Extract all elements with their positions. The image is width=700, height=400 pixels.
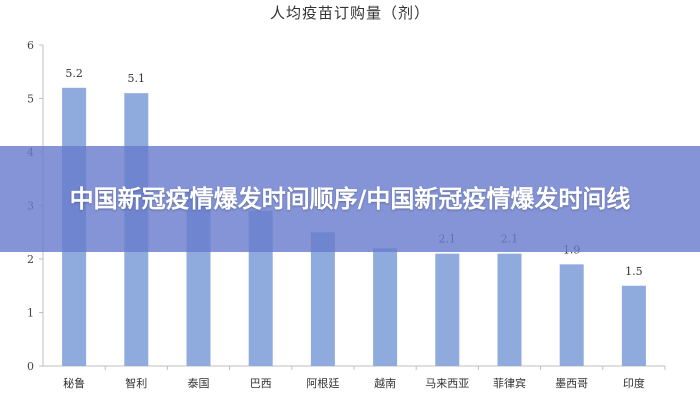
y-tick-label: 6 [27, 39, 34, 52]
data-label: 5.2 [65, 67, 83, 80]
y-tick-label: 5 [27, 93, 34, 106]
x-tick-label: 阿根廷 [306, 376, 339, 390]
x-tick-label: 智利 [125, 376, 147, 390]
bar [373, 248, 398, 366]
x-tick-label: 马来西亚 [425, 377, 469, 390]
y-tick-label: 0 [27, 360, 34, 373]
x-tick-label: 菲律宾 [493, 376, 526, 390]
bar [559, 264, 584, 366]
bar [310, 232, 335, 366]
banner-title: 中国新冠疫情爆发时间顺序/中国新冠疫情爆发时间线 [69, 185, 631, 213]
y-tick-label: 2 [27, 253, 34, 266]
y-tick-label: 1 [27, 307, 34, 320]
bar [621, 285, 646, 366]
chart-title: 人均疫苗订购量（剂） [269, 4, 430, 22]
data-label: 1.5 [625, 265, 643, 278]
x-tick-label: 越南 [374, 376, 396, 390]
x-tick-label: 墨西哥 [555, 377, 588, 390]
x-tick-label: 秘鲁 [63, 376, 85, 390]
x-tick-label: 印度 [623, 376, 645, 390]
data-label: 5.1 [128, 72, 146, 85]
bar [497, 253, 522, 366]
bar [435, 253, 460, 366]
x-tick-label: 巴西 [250, 377, 272, 390]
overlay-banner: 中国新冠疫情爆发时间顺序/中国新冠疫情爆发时间线 [0, 146, 700, 252]
x-tick-label: 泰国 [188, 376, 210, 390]
